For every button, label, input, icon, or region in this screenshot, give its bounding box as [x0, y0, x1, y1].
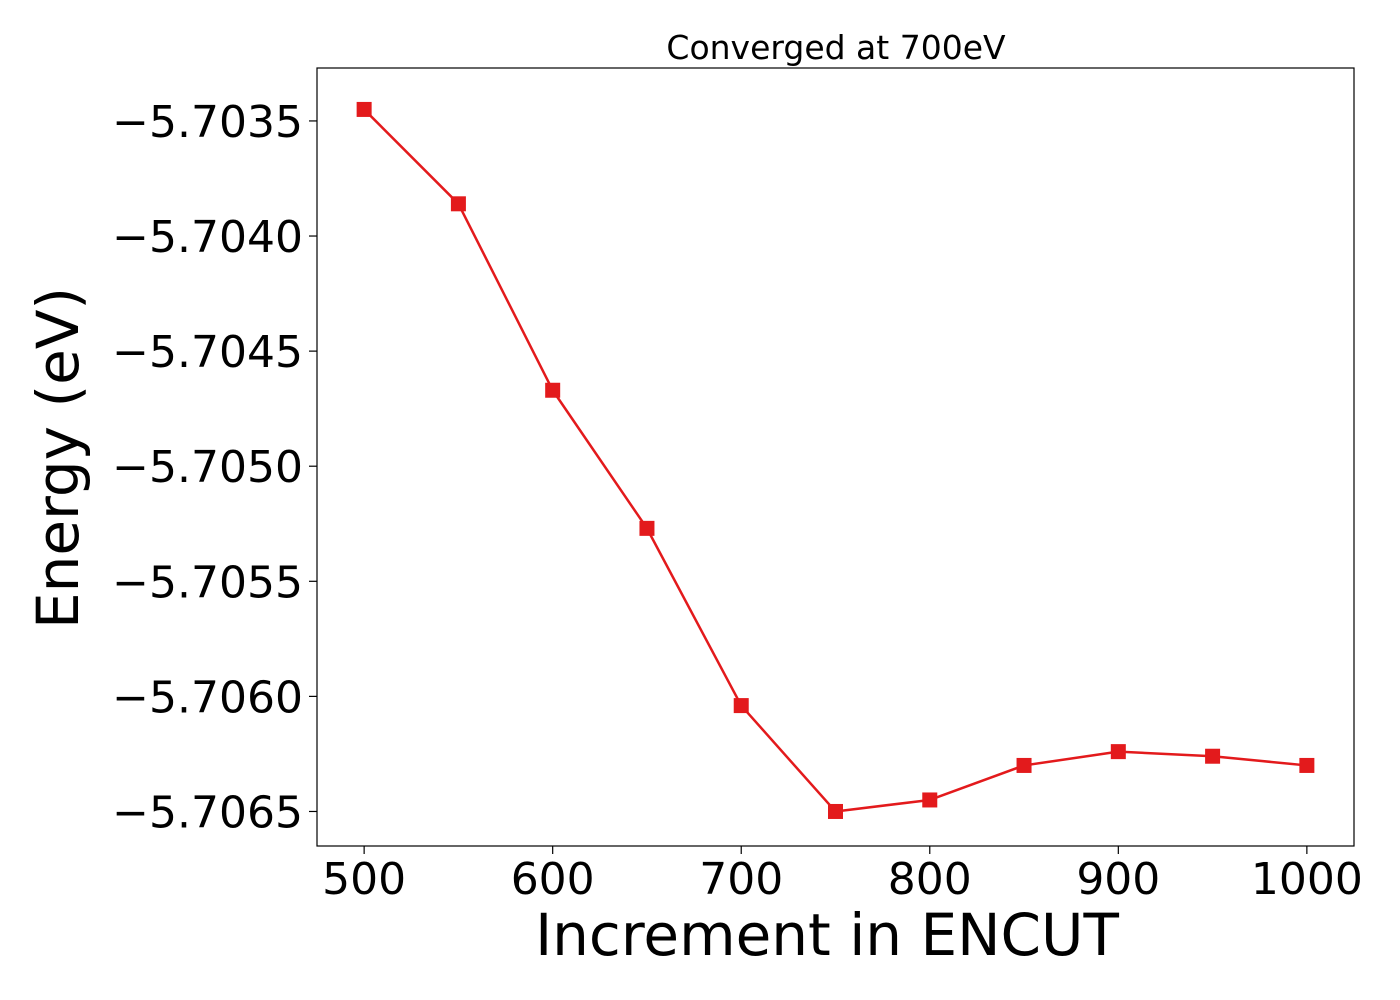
data-point-marker: [733, 698, 749, 714]
data-point-marker: [922, 792, 938, 808]
data-point-marker: [545, 382, 561, 398]
y-tick-label: −5.7035: [112, 97, 303, 148]
plot-frame: [316, 67, 1355, 847]
data-point-marker: [639, 520, 655, 536]
y-tick-label: −5.7050: [112, 442, 303, 493]
y-tick-label: −5.7055: [112, 557, 303, 608]
y-tick-label: −5.7040: [112, 212, 303, 263]
y-tick-label: −5.7060: [112, 672, 303, 723]
x-axis-ticks: 500 600 700 800 900 1000: [322, 846, 1363, 905]
data-series: [356, 101, 1315, 819]
data-point-marker: [1205, 748, 1221, 764]
x-axis-label: Increment in ENCUT: [535, 901, 1119, 969]
x-tick-label: 700: [699, 854, 783, 905]
data-point-marker: [1016, 757, 1032, 773]
x-tick-label: 800: [888, 854, 972, 905]
x-tick-label: 600: [511, 854, 595, 905]
y-tick-label: −5.7065: [112, 787, 303, 838]
y-axis-ticks: −5.7035 −5.7040 −5.7045 −5.7050 −5.7055 −5.70…: [112, 97, 317, 838]
series-line: [363, 108, 1307, 813]
data-point-marker: [1110, 744, 1126, 760]
y-axis-label: Energy (eV): [24, 287, 92, 629]
x-tick-label: 500: [322, 854, 406, 905]
data-point-marker: [356, 101, 372, 117]
x-tick-label: 1000: [1251, 854, 1363, 905]
data-point-marker: [1299, 757, 1315, 773]
data-point-marker: [450, 196, 466, 212]
data-point-marker: [828, 803, 843, 819]
y-tick-label: −5.7045: [112, 327, 303, 378]
x-tick-label: 900: [1076, 854, 1160, 905]
chart-title: Converged at 700eV: [666, 28, 1006, 67]
